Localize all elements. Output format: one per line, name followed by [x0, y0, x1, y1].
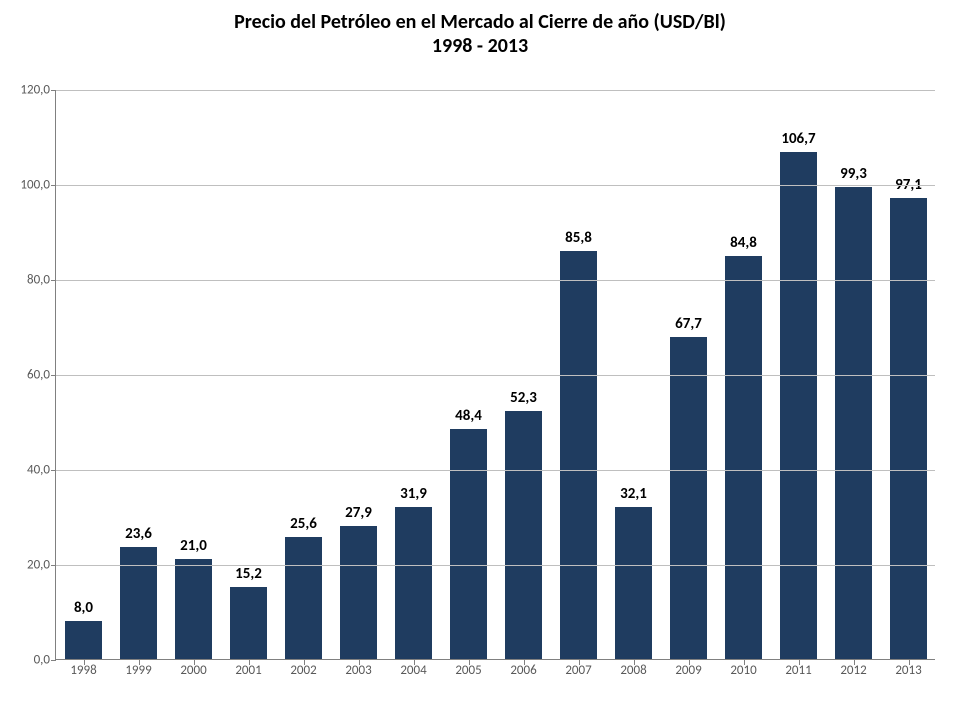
bar: 52,3	[505, 411, 541, 659]
chart-title-line1: Precio del Petróleo en el Mercado al Cie…	[0, 10, 960, 34]
gridline	[56, 90, 935, 91]
bar: 67,7	[670, 337, 706, 659]
gridline	[56, 565, 935, 566]
bar: 99,3	[835, 187, 871, 659]
bar-value-label: 84,8	[730, 234, 757, 256]
bar: 21,0	[175, 559, 211, 659]
bar-value-label: 32,1	[620, 485, 647, 507]
bar-value-label: 21,0	[180, 537, 207, 559]
chart-title-line2: 1998 - 2013	[0, 34, 960, 58]
bar: 32,1	[615, 507, 651, 659]
xtick-label: 1999	[125, 659, 151, 678]
bar: 23,6	[120, 547, 156, 659]
ytick-label: 40,0	[27, 463, 56, 478]
bar-value-label: 67,7	[675, 315, 702, 337]
bar: 106,7	[780, 152, 816, 659]
oil-price-chart: Precio del Petróleo en el Mercado al Cie…	[0, 0, 960, 720]
xtick-label: 2006	[510, 659, 536, 678]
bar-value-label: 31,9	[400, 485, 427, 507]
bar-value-label: 15,2	[235, 565, 262, 587]
bar-value-label: 25,6	[290, 515, 317, 537]
xtick-label: 2000	[180, 659, 206, 678]
gridline	[56, 470, 935, 471]
bar-value-label: 97,1	[895, 176, 922, 198]
plot-area: 8,0 23,6 21,0 15,2 25,6 27,9 31,9 48,4 52,3 85,8 3…	[55, 90, 935, 660]
xtick-label: 2009	[675, 659, 701, 678]
bar-value-label: 106,7	[781, 130, 815, 152]
ytick-label: 100,0	[20, 178, 56, 193]
ytick-label: 0,0	[34, 653, 56, 668]
ytick-label: 20,0	[27, 558, 56, 573]
xtick-label: 2010	[730, 659, 756, 678]
bar: 48,4	[450, 429, 486, 659]
bar: 85,8	[560, 251, 596, 659]
bar-value-label: 8,0	[74, 599, 93, 621]
xtick-label: 2008	[620, 659, 646, 678]
xtick-label: 1998	[70, 659, 96, 678]
xtick-label: 2002	[290, 659, 316, 678]
bar: 8,0	[65, 621, 101, 659]
bar-value-label: 52,3	[510, 389, 537, 411]
bar-value-label: 48,4	[455, 407, 482, 429]
chart-title: Precio del Petróleo en el Mercado al Cie…	[0, 10, 960, 58]
bar: 25,6	[285, 537, 321, 659]
gridline	[56, 280, 935, 281]
xtick-label: 2013	[895, 659, 921, 678]
gridline	[56, 185, 935, 186]
xtick-label: 2004	[400, 659, 426, 678]
xtick-label: 2005	[455, 659, 481, 678]
xtick-label: 2011	[785, 659, 811, 678]
xtick-label: 2007	[565, 659, 591, 678]
bar: 97,1	[890, 198, 926, 659]
xtick-label: 2001	[235, 659, 261, 678]
bar: 27,9	[340, 526, 376, 659]
ytick-label: 120,0	[20, 83, 56, 98]
bar: 31,9	[395, 507, 431, 659]
xtick-label: 2003	[345, 659, 371, 678]
bar-value-label: 85,8	[565, 229, 592, 251]
bar-value-label: 23,6	[125, 525, 152, 547]
bar: 15,2	[230, 587, 266, 659]
bar: 84,8	[725, 256, 761, 659]
ytick-label: 80,0	[27, 273, 56, 288]
bar-value-label: 27,9	[345, 504, 372, 526]
gridline	[56, 375, 935, 376]
xtick-label: 2012	[840, 659, 866, 678]
ytick-label: 60,0	[27, 368, 56, 383]
